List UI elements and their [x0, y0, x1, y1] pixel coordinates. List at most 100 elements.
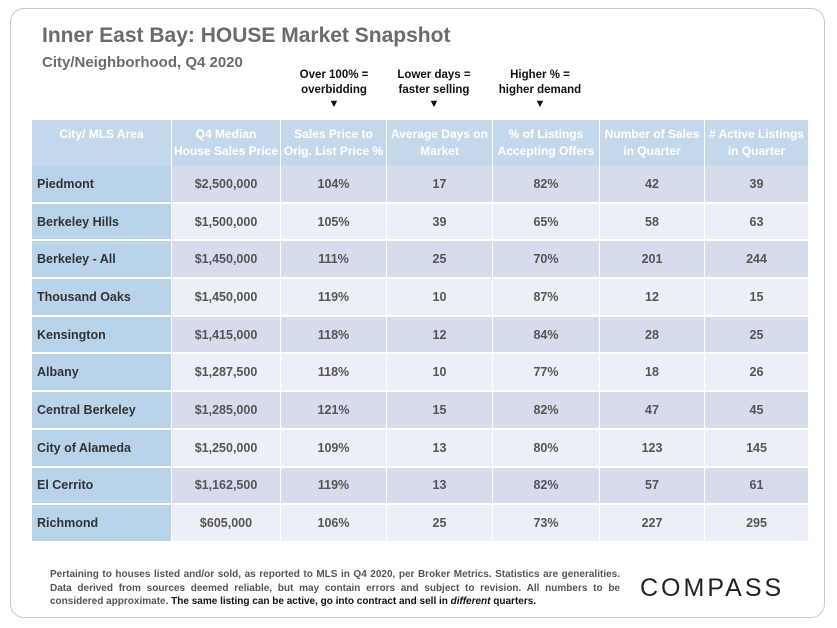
- compass-logo: COMPASS: [640, 574, 785, 602]
- cell-active-listings: 45: [705, 392, 809, 430]
- cell-number-of-sales: 57: [600, 467, 705, 506]
- cell-active-listings: 295: [705, 505, 809, 543]
- cell-number-of-sales: 42: [600, 166, 705, 204]
- cell-sale-to-list: 119%: [281, 279, 387, 317]
- cell-sale-to-list: 118%: [281, 316, 387, 355]
- footer-note-text: quarters.: [490, 596, 537, 607]
- cell-median-price: $1,287,500: [172, 354, 281, 393]
- annotation-higher-demand: Higher % = higher demand ▼: [490, 68, 590, 111]
- table-row: Kensington $1,415,000 118% 12 84% 28 25: [32, 316, 809, 355]
- header-line: Number of Sales: [604, 127, 700, 141]
- cell-days-on-market: 15: [387, 392, 493, 430]
- column-header-active-listings: # Active Listings in Quarter: [705, 120, 809, 166]
- page-title: Inner East Bay: HOUSE Market Snapshot: [42, 24, 451, 47]
- header-line: Sales Price to: [294, 127, 373, 141]
- cell-days-on-market: 10: [387, 354, 493, 393]
- footer-note: The same listing can be active, go into …: [171, 596, 536, 607]
- cell-sale-to-list: 119%: [281, 467, 387, 506]
- header-line: Accepting Offers: [497, 144, 595, 158]
- header-line: Q4 Median: [195, 127, 257, 141]
- footer-text: Pertaining to houses listed and/or sold,…: [50, 569, 620, 607]
- cell-median-price: $605,000: [172, 505, 281, 543]
- page-subtitle: City/Neighborhood, Q4 2020: [42, 54, 243, 71]
- cell-days-on-market: 17: [387, 166, 493, 204]
- cell-accepting-offers: 73%: [493, 505, 600, 543]
- cell-days-on-market: 13: [387, 467, 493, 506]
- cell-median-price: $1,285,000: [172, 392, 281, 430]
- cell-median-price: $2,500,000: [172, 166, 281, 204]
- cell-city: Richmond: [32, 505, 172, 543]
- annotation-overbidding: Over 100% = overbidding ▼: [284, 68, 384, 111]
- cell-active-listings: 63: [705, 203, 809, 242]
- cell-active-listings: 15: [705, 279, 809, 317]
- cell-number-of-sales: 58: [600, 203, 705, 242]
- cell-accepting-offers: 82%: [493, 467, 600, 506]
- column-header-median-price: Q4 Median House Sales Price: [172, 120, 281, 166]
- footer-disclaimer: Pertaining to houses listed and/or sold,…: [50, 568, 620, 609]
- cell-active-listings: 39: [705, 166, 809, 204]
- cell-median-price: $1,162,500: [172, 467, 281, 506]
- annotation-faster-selling: Lower days = faster selling ▼: [384, 68, 484, 111]
- table-row: Richmond $605,000 106% 25 73% 227 295: [32, 505, 809, 543]
- cell-sale-to-list: 111%: [281, 241, 387, 280]
- header-line: Orig. List Price %: [283, 144, 384, 158]
- cell-active-listings: 244: [705, 241, 809, 280]
- cell-number-of-sales: 201: [600, 241, 705, 280]
- annotation-line: overbidding: [301, 84, 367, 96]
- cell-days-on-market: 25: [387, 241, 493, 280]
- header-line: Market: [420, 144, 459, 158]
- cell-active-listings: 26: [705, 354, 809, 393]
- cell-median-price: $1,250,000: [172, 429, 281, 468]
- header-line: # Active Listings: [709, 127, 804, 141]
- down-arrow-icon: ▼: [328, 98, 340, 110]
- column-header-days-on-market: Average Days on Market: [387, 120, 493, 166]
- header-line: City/ MLS Area: [59, 127, 144, 141]
- column-header-city: City/ MLS Area: [32, 120, 172, 166]
- table-row: Berkeley Hills $1,500,000 105% 39 65% 58 63: [32, 203, 809, 242]
- column-header-number-of-sales: Number of Sales in Quarter: [600, 120, 705, 166]
- table-row: Albany $1,287,500 118% 10 77% 18 26: [32, 354, 809, 393]
- cell-city: Thousand Oaks: [32, 279, 172, 317]
- cell-active-listings: 145: [705, 429, 809, 468]
- cell-accepting-offers: 87%: [493, 279, 600, 317]
- down-arrow-icon: ▼: [428, 98, 440, 110]
- cell-number-of-sales: 47: [600, 392, 705, 430]
- cell-median-price: $1,450,000: [172, 279, 281, 317]
- table-row: Piedmont $2,500,000 104% 17 82% 42 39: [32, 166, 809, 204]
- table-row: Thousand Oaks $1,450,000 119% 10 87% 12 15: [32, 279, 809, 317]
- annotation-line: Over 100% =: [299, 69, 369, 81]
- header-line: Average Days on: [391, 127, 488, 141]
- cell-median-price: $1,500,000: [172, 203, 281, 242]
- cell-sale-to-list: 121%: [281, 392, 387, 430]
- header-line: in Quarter: [623, 144, 681, 158]
- cell-sale-to-list: 106%: [281, 505, 387, 543]
- cell-number-of-sales: 123: [600, 429, 705, 468]
- cell-sale-to-list: 118%: [281, 354, 387, 393]
- market-table: City/ MLS Area Q4 Median House Sales Pric…: [32, 120, 809, 543]
- cell-number-of-sales: 18: [600, 354, 705, 393]
- cell-city: Central Berkeley: [32, 392, 172, 430]
- cell-median-price: $1,415,000: [172, 316, 281, 355]
- annotation-line: faster selling: [398, 84, 470, 96]
- footer-note-text: The same listing can be active, go into …: [171, 596, 451, 607]
- cell-days-on-market: 25: [387, 505, 493, 543]
- cell-accepting-offers: 84%: [493, 316, 600, 355]
- table-header-row: City/ MLS Area Q4 Median House Sales Pric…: [32, 120, 809, 166]
- cell-median-price: $1,450,000: [172, 241, 281, 280]
- footer-note-emphasis: different: [450, 596, 491, 607]
- cell-city: City of Alameda: [32, 429, 172, 468]
- table-row: Central Berkeley $1,285,000 121% 15 82% 47 45: [32, 392, 809, 430]
- table-row: Berkeley - All $1,450,000 111% 25 70% 201 244: [32, 241, 809, 280]
- cell-sale-to-list: 104%: [281, 166, 387, 204]
- cell-days-on-market: 10: [387, 279, 493, 317]
- cell-sale-to-list: 105%: [281, 203, 387, 242]
- down-arrow-icon: ▼: [534, 98, 546, 110]
- cell-days-on-market: 39: [387, 203, 493, 242]
- header-line: in Quarter: [727, 144, 786, 158]
- cell-city: Albany: [32, 354, 172, 393]
- cell-days-on-market: 13: [387, 429, 493, 468]
- header-line: House Sales Price: [173, 144, 279, 158]
- column-header-accepting-offers: % of Listings Accepting Offers: [493, 120, 600, 166]
- cell-number-of-sales: 12: [600, 279, 705, 317]
- annotation-line: Higher % =: [510, 69, 570, 81]
